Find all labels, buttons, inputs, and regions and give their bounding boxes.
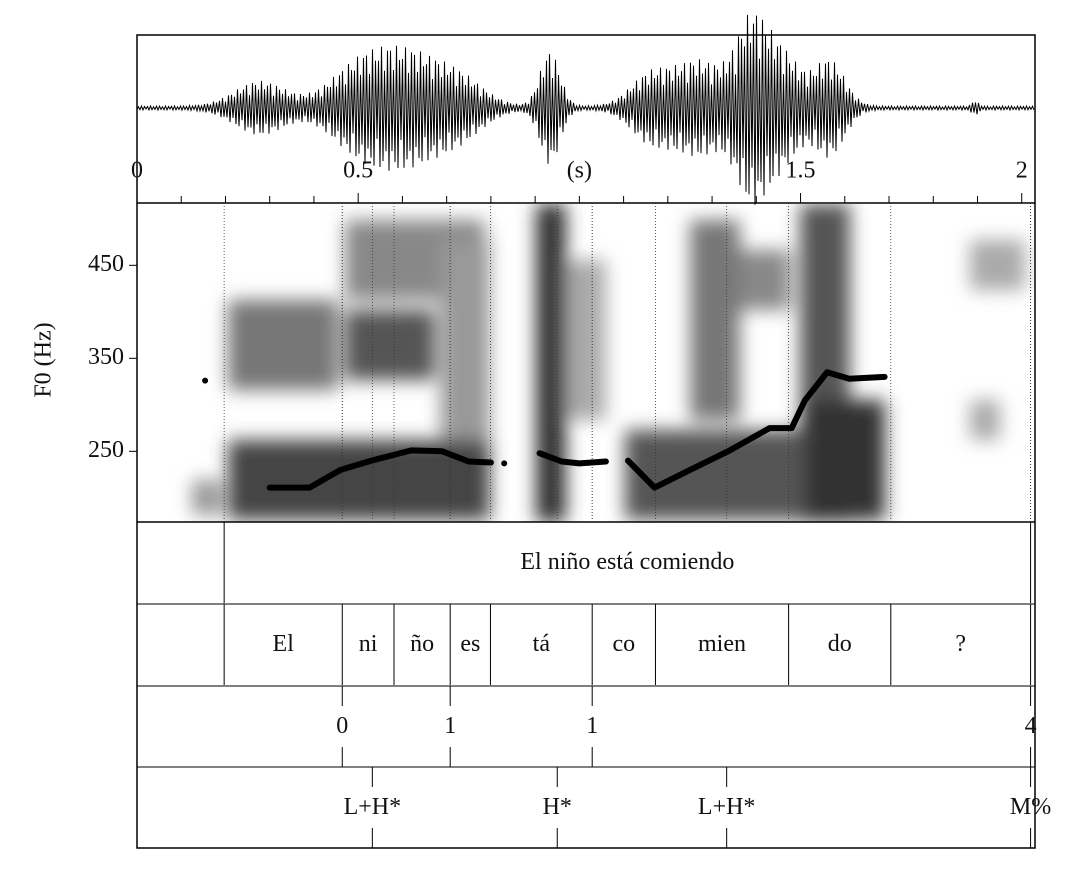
point-label: 1 [586, 713, 598, 739]
interval-label: es [460, 631, 480, 657]
point-label: 4 [1025, 713, 1037, 739]
interval-label: ni [359, 631, 378, 657]
interval-label: mien [698, 631, 746, 657]
point-label: L+H* [698, 794, 756, 820]
y-tick-label: 450 [88, 251, 124, 277]
point-label: L+H* [344, 794, 402, 820]
point-label: 0 [336, 713, 348, 739]
f0-contour [202, 369, 888, 491]
x-tick-label: 1.5 [786, 158, 816, 184]
interval-label: ? [955, 631, 966, 657]
interval-label: ño [410, 631, 434, 657]
y-tick-label: 350 [88, 344, 124, 370]
point-label: M% [1010, 794, 1051, 820]
spectrogram [192, 204, 1025, 522]
y-tick-label: 250 [88, 437, 124, 463]
interval-label: El [273, 631, 295, 657]
x-tick-label: 0.5 [343, 158, 373, 184]
frame [136, 34, 1036, 849]
y-axis-label: F0 (Hz) [31, 322, 57, 397]
waveform [136, 14, 1035, 205]
interval-label: do [828, 631, 852, 657]
x-tick-label: 2 [1016, 158, 1028, 184]
x-tick-label: 0 [131, 158, 143, 184]
interval-label: co [612, 631, 635, 657]
point-label: H* [543, 794, 572, 820]
point-label: 1 [444, 713, 456, 739]
interval-label: El niño está comiendo [520, 549, 734, 575]
x-axis-label: (s) [567, 158, 592, 184]
interval-label: tá [533, 631, 551, 657]
